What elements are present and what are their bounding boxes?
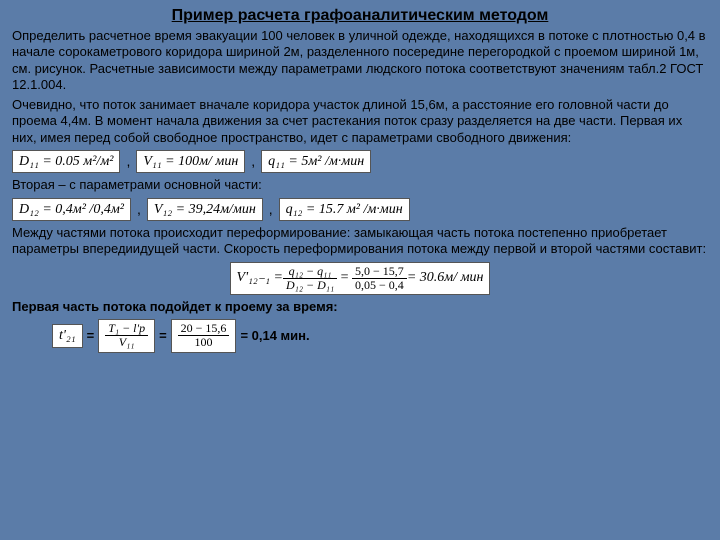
sep: , (251, 153, 255, 171)
formula-time: t'₂₁ = Т₁ − l'p V₁₁ = 20 − 15,6 100 = 0,… (52, 319, 708, 352)
formula-q12: q₁₂ = 15.7 м² /м·мин (279, 198, 410, 222)
formula-velocity-wrap: V'₁₂₋₁ = q₁₂ − q₁₁ D₁₂ − D₁₁ = 5,0 − 15,… (12, 262, 708, 295)
sep: , (269, 201, 273, 219)
t-frac2: 20 − 15,6 100 (171, 319, 237, 352)
formula-v11: V₁₁ = 100м/ мин (136, 150, 245, 174)
formula-row-1: D₁₁ = 0.05 м²/м² , V₁₁ = 100м/ мин , q₁₁… (12, 150, 708, 174)
t-num2: 20 − 15,6 (178, 322, 230, 336)
t-result: = 0,14 мин. (240, 328, 309, 344)
paragraph-3: Вторая – с параметрами основной части: (12, 177, 708, 193)
formula-d11: D₁₁ = 0.05 м²/м² (12, 150, 120, 174)
t-frac1: Т₁ − l'p V₁₁ (98, 319, 155, 352)
sep: , (126, 153, 130, 171)
v-den1: D₁₂ − D₁₁ (283, 279, 337, 292)
formula-d12: D₁₂ = 0,4м² /0,4м² (12, 198, 131, 222)
v-frac1: q₁₂ − q₁₁ D₁₂ − D₁₁ (283, 265, 337, 292)
t-sym: t'₂₁ (52, 324, 83, 348)
v-lhs: V'₁₂₋₁ = (237, 269, 283, 287)
document-body: Пример расчета графоаналитическим методо… (0, 0, 720, 363)
formula-q11: q₁₁ = 5м² /м·мин (261, 150, 371, 174)
v-num1: q₁₂ − q₁₁ (283, 265, 337, 279)
paragraph-4: Между частями потока происходит переформ… (12, 225, 708, 258)
paragraph-2: Очевидно, что поток занимает вначале кор… (12, 97, 708, 146)
eq: = (87, 328, 95, 344)
paragraph-5: Первая часть потока подойдет к проему за… (12, 299, 708, 315)
eq: = (337, 269, 352, 287)
v-frac2: 5,0 − 15,7 0,05 − 0,4 (352, 265, 407, 292)
v-den2: 0,05 − 0,4 (352, 279, 407, 292)
paragraph-1: Определить расчетное время эвакуации 100… (12, 28, 708, 93)
formula-velocity: V'₁₂₋₁ = q₁₂ − q₁₁ D₁₂ − D₁₁ = 5,0 − 15,… (230, 262, 491, 295)
formula-row-2: D₁₂ = 0,4м² /0,4м² , V₁₂ = 39,24м/мин , … (12, 198, 708, 222)
v-num2: 5,0 − 15,7 (352, 265, 407, 279)
sep: , (137, 201, 141, 219)
t-num1: Т₁ − l'p (105, 322, 148, 336)
eq: = (159, 328, 167, 344)
t-den2: 100 (178, 336, 230, 349)
v-rhs: = 30.6м/ мин (407, 269, 484, 287)
t-den1: V₁₁ (105, 336, 148, 349)
formula-v12: V₁₂ = 39,24м/мин (147, 198, 263, 222)
page-title: Пример расчета графоаналитическим методо… (12, 6, 708, 26)
